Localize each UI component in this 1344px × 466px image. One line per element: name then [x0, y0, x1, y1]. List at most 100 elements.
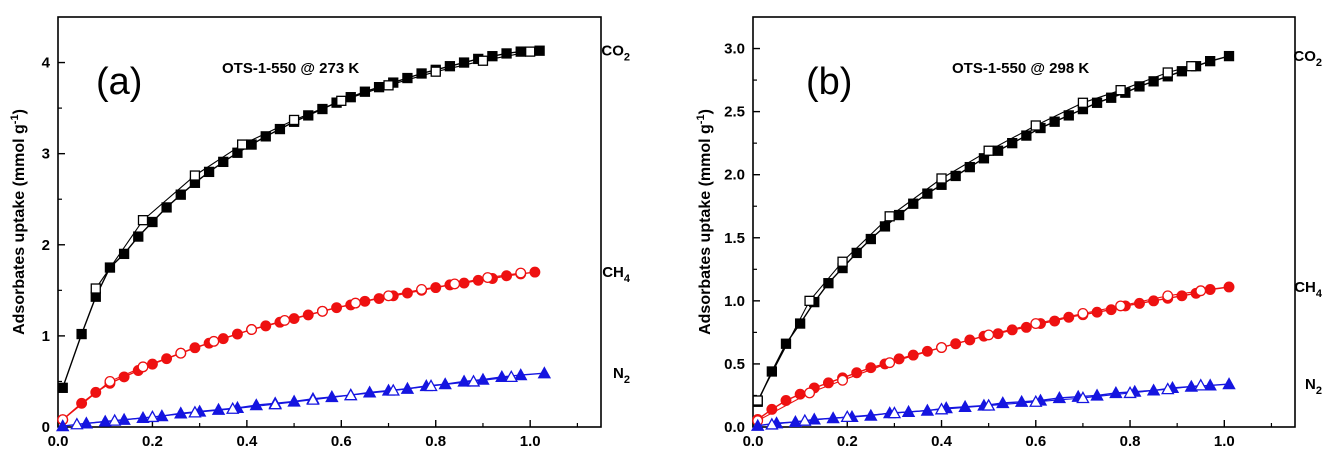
adsorption-point: [1007, 138, 1018, 149]
desorption-point: [477, 55, 489, 66]
desorption-point: [145, 410, 160, 423]
adsorption-point: [1091, 306, 1103, 318]
adsorption-point: [865, 362, 877, 374]
adsorption-point: [1176, 290, 1188, 302]
adsorption-point: [964, 161, 975, 173]
adsorption-point: [1176, 66, 1188, 77]
x-tick-label: 0.2: [142, 433, 163, 450]
desorption-point: [137, 215, 149, 226]
adsorption-point: [1148, 295, 1160, 307]
adsorption-point: [274, 123, 286, 135]
adsorption-point: [211, 402, 226, 415]
desorption-line: [757, 290, 1201, 422]
desorption-point: [288, 114, 300, 126]
desorption-point: [1115, 85, 1126, 96]
panel-a: 0.0 0.2 0.4 0.6 0.8 1.0 0 1 2 3 4 Adsorbates uptake…: [9, 16, 631, 450]
adsorption-point: [1109, 386, 1123, 399]
desorption-point: [336, 95, 347, 106]
desorption-line: [62, 272, 521, 421]
adsorption-line: [757, 286, 1230, 420]
adsorption-point: [1146, 383, 1161, 396]
desorption-point: [225, 401, 240, 414]
desorption-point: [107, 413, 122, 426]
y-tick-label: 2.5: [724, 104, 745, 121]
adsorption-point: [807, 412, 821, 425]
adsorption-point: [249, 398, 264, 411]
series-label: N2: [1305, 376, 1322, 397]
adsorption-point: [400, 381, 415, 394]
adsorption-point: [1134, 81, 1145, 92]
adsorption-point: [189, 342, 201, 354]
x-tick-label: 1.0: [520, 433, 541, 450]
desorption-point: [752, 395, 763, 406]
series-label: CH4: [602, 264, 631, 285]
desorption-point: [1194, 378, 1208, 391]
adsorption-point: [373, 82, 385, 93]
adsorption-point: [501, 270, 513, 282]
adsorption-point: [826, 411, 840, 424]
series-label: CH4: [1294, 279, 1323, 300]
adsorption-point: [851, 367, 863, 379]
desorption-point: [837, 374, 848, 386]
x-tick-label: 1.0: [1214, 433, 1235, 450]
desorption-point: [983, 145, 994, 156]
adsorption-point: [1020, 321, 1032, 333]
adsorption-point: [147, 216, 158, 228]
adsorption-point: [822, 377, 834, 389]
adsorption-point: [457, 374, 471, 387]
desorption-point: [424, 379, 438, 392]
desorption-point: [383, 80, 394, 91]
desorption-point: [70, 417, 84, 430]
adsorption-point: [359, 295, 371, 307]
adsorption-point: [401, 287, 413, 299]
adsorption-point: [1090, 388, 1104, 401]
desorption-point: [1195, 285, 1207, 297]
desorption-point: [188, 405, 202, 418]
adsorption-point: [487, 51, 498, 62]
desorption-line: [757, 65, 1192, 401]
adsorption-point: [851, 247, 862, 259]
x-tick-label: 0.8: [1120, 433, 1141, 450]
adsorption-line: [62, 50, 540, 389]
adsorption-point: [444, 61, 456, 72]
adsorption-point: [288, 313, 300, 325]
adsorption-point: [260, 131, 271, 142]
adsorption-point: [246, 139, 257, 150]
y-tick-label: 1.0: [724, 293, 745, 310]
desorption-point: [430, 66, 441, 77]
series-label: N2: [613, 365, 630, 386]
desorption-point: [1076, 391, 1090, 404]
desorption-point: [1029, 394, 1043, 407]
adsorption-point: [823, 278, 834, 289]
adsorption-point: [416, 68, 427, 79]
adsorption-point: [992, 145, 1004, 156]
desorption-point: [515, 267, 527, 279]
desorption-point: [306, 392, 320, 405]
desorption-point: [884, 357, 896, 369]
y-tick-label: 3.0: [724, 41, 745, 58]
adsorption-point: [1006, 324, 1018, 336]
adsorption-point: [476, 372, 490, 385]
series-n2: N2: [56, 365, 630, 432]
adsorption-point: [402, 72, 413, 84]
adsorption-point: [1204, 284, 1216, 295]
adsorption-point: [302, 309, 314, 321]
adsorption-point: [893, 209, 905, 221]
adsorption-point: [57, 382, 68, 393]
desorption-point: [1161, 382, 1175, 395]
desorption-point: [1123, 386, 1137, 399]
adsorption-point: [79, 416, 94, 429]
adsorption-point: [1184, 379, 1199, 392]
adsorption-point: [117, 412, 131, 425]
desorption-point: [1162, 67, 1173, 78]
adsorption-point: [155, 409, 169, 422]
adsorption-point: [362, 385, 377, 398]
plot-frame: [57, 16, 602, 428]
adsorption-point: [136, 410, 150, 424]
adsorption-point: [260, 320, 272, 332]
adsorption-point: [1148, 76, 1159, 87]
adsorption-point: [76, 328, 87, 340]
adsorption-point: [345, 92, 356, 103]
desorption-point: [1077, 97, 1089, 108]
